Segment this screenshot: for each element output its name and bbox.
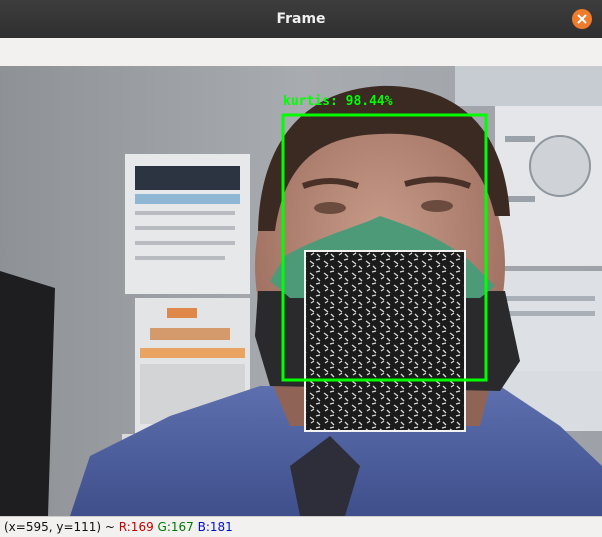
status-coords: (x=595, y=111) ~ <box>4 520 119 534</box>
monitor-edge <box>0 271 55 516</box>
eye-left <box>314 202 346 214</box>
camera-image: kurtis: 98.44% <box>0 66 602 516</box>
detection-box <box>281 113 488 382</box>
title-bar[interactable]: Frame <box>0 0 602 39</box>
tie <box>290 436 360 516</box>
status-bar: (x=595, y=111) ~ R:169 G:167 B:181 <box>0 516 602 537</box>
status-blue-value: B:181 <box>197 520 233 534</box>
poster-right-top <box>455 66 602 266</box>
video-frame[interactable]: kurtis: 98.44% <box>0 66 602 516</box>
window-title: Frame <box>276 11 326 27</box>
poster-left-top <box>125 154 250 294</box>
close-icon <box>577 14 587 24</box>
eyebrow-right <box>404 176 472 189</box>
eyebrow-left <box>301 178 360 189</box>
eye-right <box>421 200 453 212</box>
status-red-value: R:169 <box>118 520 154 534</box>
hair <box>258 85 510 231</box>
toolbar <box>0 38 602 67</box>
mask-printed-panel <box>304 250 466 432</box>
close-button[interactable] <box>572 9 592 29</box>
detection-label: kurtis: 98.44% <box>283 94 393 109</box>
status-green-value: G:167 <box>157 520 194 534</box>
